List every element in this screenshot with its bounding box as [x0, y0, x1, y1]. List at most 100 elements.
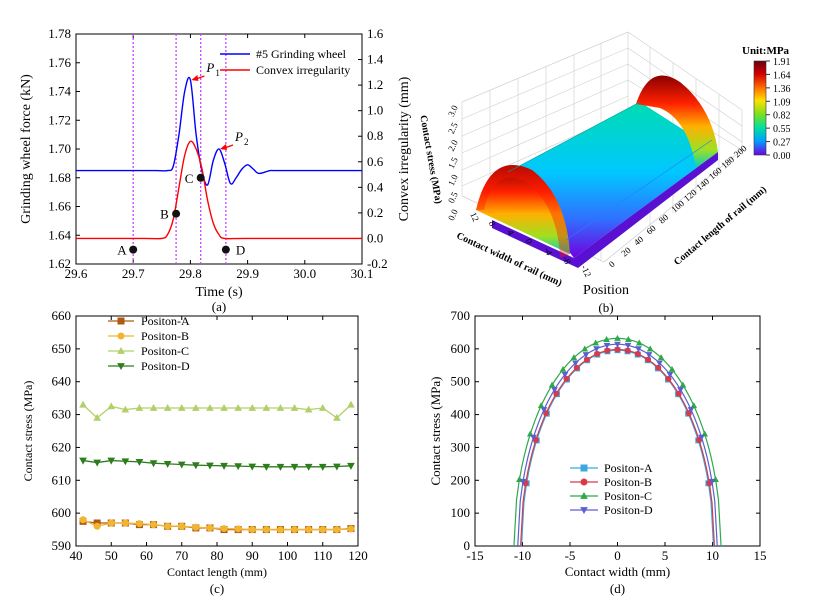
data-point [93, 522, 101, 530]
data-point [121, 519, 129, 527]
data-point [135, 403, 144, 411]
data-point [305, 526, 313, 534]
data-point [668, 365, 676, 372]
data-point [248, 403, 257, 411]
x-tick-label: 40 [70, 548, 83, 563]
data-point [234, 403, 242, 411]
x-tick-label: 29.7 [122, 266, 145, 281]
data-point [347, 525, 355, 533]
position-label: Position [583, 283, 629, 298]
legend-label: Positon-B [141, 329, 189, 343]
data-point [553, 390, 560, 397]
data-point [614, 341, 621, 348]
z-axis-label: Contact stress (MPa) [417, 114, 443, 204]
y2-tick-label: 1.4 [367, 52, 384, 67]
x-tick-label: 110 [313, 548, 332, 563]
y-tick-label: 1.66 [48, 199, 71, 214]
data-point [319, 526, 327, 534]
y-tick-label: 620 [52, 439, 72, 454]
y-tick-label: 600 [52, 505, 72, 520]
data-point [543, 410, 550, 417]
panel-label: (c) [210, 581, 224, 596]
data-point [163, 460, 172, 468]
y-tick-label: 1.74 [48, 84, 71, 99]
panel-label: (b) [598, 300, 613, 315]
legend-label: #5 Grinding wheel [256, 47, 347, 61]
x-tick-label: 29.9 [236, 266, 259, 281]
data-point [347, 400, 355, 408]
data-point [234, 463, 242, 471]
y-tick-label: 0 [607, 259, 617, 270]
x-tick-label: 29.8 [179, 266, 202, 281]
data-point [107, 457, 116, 465]
data-point [107, 402, 116, 410]
x-axis-label: Time (s) [195, 285, 243, 300]
data-point [645, 356, 652, 363]
annotation-subscript: 2 [244, 137, 249, 147]
x-tick-label: -4 [542, 246, 554, 257]
y-tick-label: 590 [52, 538, 72, 553]
data-point [248, 526, 256, 534]
colorbar-tick-label: 1.09 [773, 97, 791, 108]
data-point [583, 356, 590, 363]
point-label: C [185, 171, 194, 186]
x-tick-label: -8 [561, 255, 573, 266]
data-point [570, 354, 578, 361]
y-tick-label: 160 [707, 165, 724, 182]
data-point [178, 522, 186, 530]
y2-tick-label: 0.6 [367, 154, 384, 169]
y-tick-label: 400 [451, 407, 471, 422]
y-tick-label: 1.72 [48, 112, 71, 127]
colorbar-tick-label: 1.36 [773, 84, 791, 95]
x-tick-label: 30.1 [351, 266, 374, 281]
data-point [79, 516, 87, 524]
y-tick-label: 300 [451, 439, 471, 454]
y-tick-label: 120 [682, 187, 699, 204]
data-point [645, 352, 653, 359]
legend-marker [580, 491, 588, 499]
data-point [634, 350, 641, 357]
point-D [221, 245, 230, 254]
data-point [603, 342, 611, 349]
data-point [530, 434, 537, 441]
data-point [593, 346, 600, 353]
data-point [687, 407, 695, 414]
legend-label: Positon-D [604, 503, 653, 517]
data-point [635, 339, 643, 346]
point-A [129, 245, 138, 254]
x-axis-label: Contact width (mm) [565, 564, 670, 579]
colorbar-title: Unit:MPa [742, 45, 790, 57]
colorbar [753, 60, 767, 156]
colorbar-tick-label: 1.91 [773, 57, 791, 68]
panel-a: 29.6 29.7 29.8 29.9 30.0 30.11.621.641.661.68… [19, 26, 412, 314]
point-B [172, 209, 181, 218]
x-tick-label: 15 [754, 548, 767, 563]
y2-tick-label: 1.2 [367, 77, 383, 92]
y-tick-label: 200 [451, 472, 471, 487]
series-line-convex-irregularity [76, 140, 362, 240]
x-tick-label: 10 [706, 548, 719, 563]
y-tick-label: 100 [669, 198, 686, 215]
y-tick-label: 700 [451, 308, 471, 323]
data-point [624, 347, 631, 354]
point-C [196, 173, 205, 182]
y-tick-label: 1.62 [48, 256, 71, 271]
data-point [646, 345, 654, 352]
data-point [572, 360, 579, 367]
z-tick-label: 2.0 [446, 138, 460, 153]
panel-label: (d) [610, 581, 625, 596]
y-tick-label: 80 [657, 212, 671, 226]
data-point [149, 460, 158, 468]
data-point [698, 434, 705, 441]
series-line-positon-c [82, 404, 352, 419]
y-tick-label: 500 [451, 374, 471, 389]
data-point [537, 402, 545, 409]
y-tick-label: 1.64 [48, 227, 71, 242]
data-point [192, 462, 200, 470]
data-point [655, 364, 662, 371]
data-point [690, 402, 698, 409]
x-tick-label: 100 [278, 548, 298, 563]
data-point [262, 526, 270, 534]
data-point [276, 526, 284, 534]
